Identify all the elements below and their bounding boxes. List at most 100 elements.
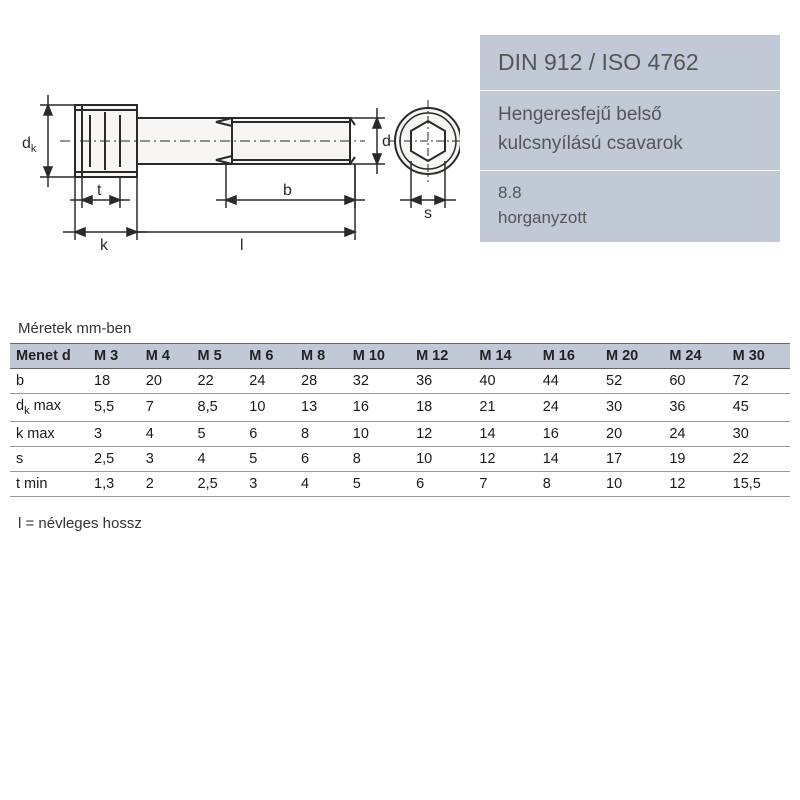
cell: 20 (600, 421, 663, 446)
dimensions-table: Menet dM 3M 4M 5M 6M 8M 10M 12M 14M 16M … (10, 343, 790, 497)
table-row: k max3456810121416202430 (10, 421, 790, 446)
cell: 5 (347, 471, 410, 496)
row-label: s (10, 446, 88, 471)
label-k: k (100, 237, 109, 254)
cell: 36 (410, 369, 473, 394)
cell: 4 (140, 421, 192, 446)
cell: 30 (727, 421, 790, 446)
row-label: b (10, 369, 88, 394)
cell: 5 (192, 421, 244, 446)
col-size: M 30 (727, 344, 790, 369)
label-s: s (424, 205, 432, 222)
cell: 4 (295, 471, 347, 496)
col-size: M 20 (600, 344, 663, 369)
cell: 4 (192, 446, 244, 471)
cell: 3 (140, 446, 192, 471)
cell: 24 (537, 394, 600, 422)
cell: 52 (600, 369, 663, 394)
cell: 32 (347, 369, 410, 394)
info-panel: DIN 912 / ISO 4762 Hengeresfejű belső ku… (480, 35, 780, 260)
cell: 2 (140, 471, 192, 496)
cell: 21 (473, 394, 536, 422)
col-size: M 6 (243, 344, 295, 369)
cell: 30 (600, 394, 663, 422)
cell: 44 (537, 369, 600, 394)
cell: 8 (537, 471, 600, 496)
table-body: b182022242832364044526072dk max5,578,510… (10, 369, 790, 497)
cell: 2,5 (192, 471, 244, 496)
cell: 20 (140, 369, 192, 394)
col-size: M 3 (88, 344, 140, 369)
cell: 19 (663, 446, 726, 471)
label-d: d (382, 133, 391, 150)
col-size: M 10 (347, 344, 410, 369)
label-b: b (283, 182, 292, 199)
table-header-row: Menet dM 3M 4M 5M 6M 8M 10M 12M 14M 16M … (10, 344, 790, 369)
cell: 12 (473, 446, 536, 471)
cell: 8,5 (192, 394, 244, 422)
label-dk: dk (22, 135, 37, 155)
technical-diagram: dk t k l b d s (20, 20, 460, 260)
cell: 7 (473, 471, 536, 496)
table-row: s2,534568101214171922 (10, 446, 790, 471)
cell: 6 (295, 446, 347, 471)
cell: 28 (295, 369, 347, 394)
screw-diagram-svg: dk t k l b d s (20, 60, 460, 280)
cell: 13 (295, 394, 347, 422)
cell: 18 (410, 394, 473, 422)
col-size: M 16 (537, 344, 600, 369)
cell: 24 (243, 369, 295, 394)
col-size: M 12 (410, 344, 473, 369)
standard-title: DIN 912 / ISO 4762 (480, 35, 780, 91)
table-row: t min1,322,5345678101215,5 (10, 471, 790, 496)
cell: 1,3 (88, 471, 140, 496)
cell: 12 (410, 421, 473, 446)
cell: 8 (347, 446, 410, 471)
cell: 14 (473, 421, 536, 446)
cell: 10 (347, 421, 410, 446)
cell: 5 (243, 446, 295, 471)
cell: 10 (600, 471, 663, 496)
label-l: l (240, 237, 244, 254)
cell: 2,5 (88, 446, 140, 471)
label-t: t (97, 182, 102, 199)
col-size: M 4 (140, 344, 192, 369)
cell: 16 (347, 394, 410, 422)
cell: 72 (727, 369, 790, 394)
cell: 3 (243, 471, 295, 496)
row-label: dk max (10, 394, 88, 422)
table-row: dk max5,578,5101316182124303645 (10, 394, 790, 422)
table-row: b182022242832364044526072 (10, 369, 790, 394)
table-caption: Méretek mm-ben (18, 320, 790, 337)
cell: 5,5 (88, 394, 140, 422)
cell: 22 (192, 369, 244, 394)
cell: 8 (295, 421, 347, 446)
cell: 14 (537, 446, 600, 471)
cell: 22 (727, 446, 790, 471)
cell: 18 (88, 369, 140, 394)
cell: 24 (663, 421, 726, 446)
cell: 40 (473, 369, 536, 394)
cell: 10 (243, 394, 295, 422)
cell: 10 (410, 446, 473, 471)
cell: 12 (663, 471, 726, 496)
row-label: k max (10, 421, 88, 446)
col-size: M 14 (473, 344, 536, 369)
cell: 45 (727, 394, 790, 422)
col-size: M 5 (192, 344, 244, 369)
col-menet: Menet d (10, 344, 88, 369)
table-footnote: l = névleges hossz (18, 515, 790, 532)
cell: 6 (243, 421, 295, 446)
col-size: M 24 (663, 344, 726, 369)
grade-finish: 8.8 horganyzott (480, 171, 780, 242)
col-size: M 8 (295, 344, 347, 369)
cell: 15,5 (727, 471, 790, 496)
cell: 36 (663, 394, 726, 422)
cell: 3 (88, 421, 140, 446)
cell: 6 (410, 471, 473, 496)
product-description: Hengeresfejű belső kulcsnyílású csavarok (480, 91, 780, 171)
cell: 60 (663, 369, 726, 394)
cell: 7 (140, 394, 192, 422)
cell: 17 (600, 446, 663, 471)
cell: 16 (537, 421, 600, 446)
